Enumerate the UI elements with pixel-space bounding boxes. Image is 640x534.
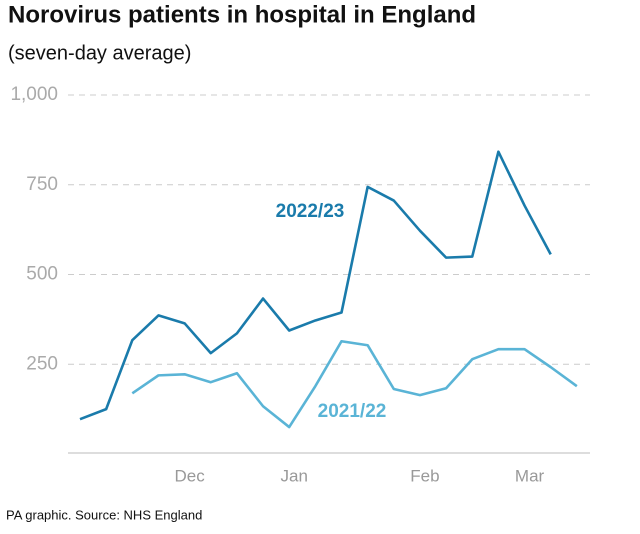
y-tick-label: 1,000 (10, 84, 58, 105)
x-tick-label: Mar (515, 466, 545, 485)
source-note: PA graphic. Source: NHS England (6, 507, 202, 522)
y-tick-label: 750 (26, 174, 58, 195)
y-tick-label: 250 (26, 353, 58, 374)
line-series (79, 150, 552, 421)
x-tick-label: Feb (410, 466, 439, 485)
series-label: 2021/22 (318, 401, 387, 422)
line-series (131, 339, 578, 429)
series-label: 2022/23 (276, 201, 345, 222)
y-tick-label: 500 (26, 264, 58, 285)
x-tick-label: Dec (174, 466, 205, 485)
x-tick-label: Jan (280, 466, 307, 485)
chart-title: Norovirus patients in hospital in Englan… (8, 1, 476, 28)
chart-subtitle: (seven-day average) (8, 42, 191, 64)
